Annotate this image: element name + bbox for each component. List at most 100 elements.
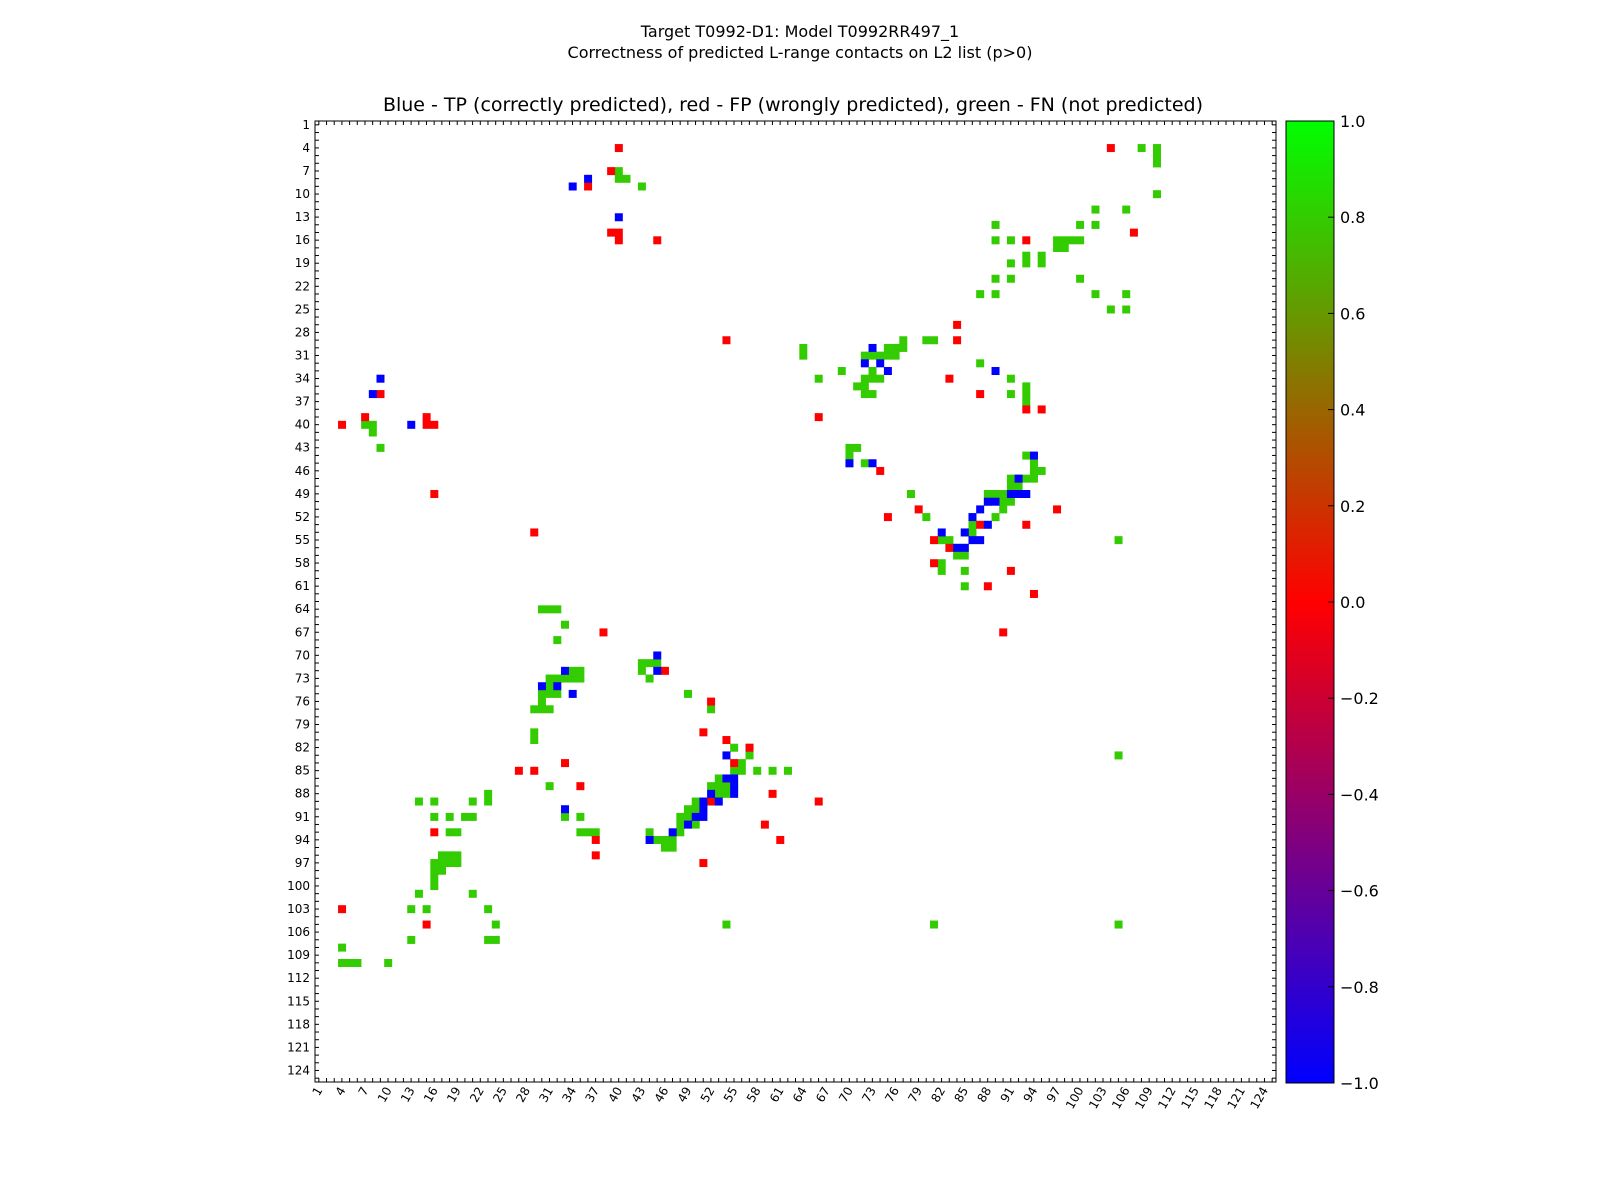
contact-cell-tp [883, 367, 892, 376]
contact-cell-fn [1091, 220, 1100, 229]
x-tick-label: 100 [1063, 1085, 1087, 1112]
contact-cell-fn [614, 174, 623, 183]
contact-cell-fn [1006, 274, 1015, 283]
contact-cell-fn [860, 390, 869, 399]
x-tick-label: 124 [1247, 1085, 1271, 1112]
contact-cell-fn [707, 705, 716, 714]
x-tick-label: 55 [721, 1085, 741, 1105]
contact-cell-fn [1022, 390, 1031, 399]
contact-cell-fn [768, 766, 777, 775]
contact-cell-fn [1091, 290, 1100, 299]
contact-cell-fn [1006, 374, 1015, 383]
contact-cell-fn [445, 812, 454, 821]
contact-cell-fn [545, 605, 554, 614]
x-tick-label: 82 [928, 1085, 948, 1105]
contact-cell-fn [853, 443, 862, 452]
contact-cell-fp [614, 236, 623, 245]
contact-cell-fp [1029, 589, 1038, 598]
contact-cell-fn [484, 797, 493, 806]
contact-cell-fn [1053, 244, 1062, 252]
contact-cell-fp [707, 697, 716, 706]
contact-cell-fn [991, 490, 1000, 499]
contact-cell-tp [376, 374, 385, 383]
x-tick-label: 16 [421, 1085, 441, 1105]
contact-cell-fn [1091, 205, 1100, 214]
contact-cell-fn [1022, 397, 1031, 406]
contact-cell-fn [491, 920, 500, 929]
contact-cell-fp [422, 420, 431, 429]
contact-cell-fn [868, 367, 877, 376]
contact-cell-tp [699, 805, 708, 814]
contact-cell-tp [653, 666, 662, 675]
contact-cell-fn [1137, 144, 1146, 153]
contact-cell-fn [976, 359, 985, 368]
contact-cell-fn [891, 351, 900, 360]
contact-cell-fn [730, 743, 739, 752]
contact-cell-fn [530, 736, 539, 745]
contact-cell-tp [707, 789, 716, 798]
y-tick-label: 103 [287, 902, 310, 916]
y-tick-label: 4 [302, 141, 310, 155]
colorbar-tick-label: −0.4 [1340, 785, 1379, 804]
y-tick-label: 7 [302, 164, 310, 178]
contact-cell-fn [737, 766, 746, 775]
contact-cell-fn [537, 705, 546, 714]
x-tick-label: 112 [1155, 1085, 1179, 1112]
contact-cell-fn [484, 789, 493, 798]
y-tick-label: 43 [295, 441, 310, 455]
x-tick-label: 1 [309, 1085, 325, 1099]
colorbar-tick-label: −0.6 [1340, 882, 1379, 901]
contact-cell-fp [930, 536, 939, 545]
x-tick-label: 37 [582, 1085, 602, 1105]
x-tick-label: 109 [1132, 1085, 1156, 1112]
contact-cell-fn [537, 697, 546, 706]
contact-cell-fn [645, 828, 654, 837]
contact-cell-fn [537, 605, 546, 614]
contact-cell-tp [937, 528, 946, 537]
y-tick-label: 28 [295, 325, 310, 339]
contact-cell-fp [514, 766, 523, 775]
contact-cell-fn [553, 636, 562, 645]
contact-cell-fn [653, 659, 662, 668]
contact-cell-fn [1068, 236, 1077, 245]
contact-cell-fp [430, 420, 439, 429]
contact-cell-fn [991, 236, 1000, 245]
contact-cell-fn [430, 812, 439, 821]
y-tick-label: 79 [295, 718, 310, 732]
colorbar-tick-label: 0.2 [1340, 497, 1365, 516]
contact-cell-tp [714, 797, 723, 806]
x-tick-label: 91 [998, 1085, 1018, 1105]
contact-cell-fn [691, 820, 700, 829]
x-tick-label: 115 [1178, 1085, 1202, 1112]
contact-cell-fp [530, 766, 539, 775]
contact-cell-fn [930, 920, 939, 929]
contact-cell-fn [668, 843, 677, 852]
contact-cell-fn [1076, 274, 1085, 283]
plot-frame [314, 120, 1277, 1083]
contact-cell-fn [737, 759, 746, 768]
x-tick-label: 49 [675, 1085, 695, 1105]
contact-cell-fn [361, 420, 370, 429]
contact-cell-fp [607, 167, 616, 176]
contact-cell-tp [722, 774, 731, 783]
contact-cell-fn [468, 797, 477, 806]
contact-cell-fn [1006, 482, 1015, 491]
contact-cell-fn [991, 513, 1000, 522]
contact-cell-tp [653, 651, 662, 660]
contact-cell-fn [407, 935, 416, 944]
contact-cell-tp [568, 689, 577, 698]
y-tick-label: 73 [295, 671, 310, 685]
y-tick-label: 34 [295, 372, 310, 386]
contact-cell-fn [684, 689, 693, 698]
contact-cell-fn [845, 451, 854, 460]
contact-cell-tp [1014, 474, 1023, 483]
contact-cell-fn [891, 343, 900, 352]
contact-cell-fn [1022, 474, 1031, 483]
contact-cell-fp [607, 228, 616, 237]
y-tick-label: 1 [302, 118, 310, 132]
x-tick-label: 61 [767, 1085, 787, 1105]
contact-cell-fn [922, 336, 931, 345]
contact-cell-fn [899, 336, 908, 345]
contact-cell-fn [368, 428, 377, 437]
contact-cell-fp [591, 851, 600, 860]
